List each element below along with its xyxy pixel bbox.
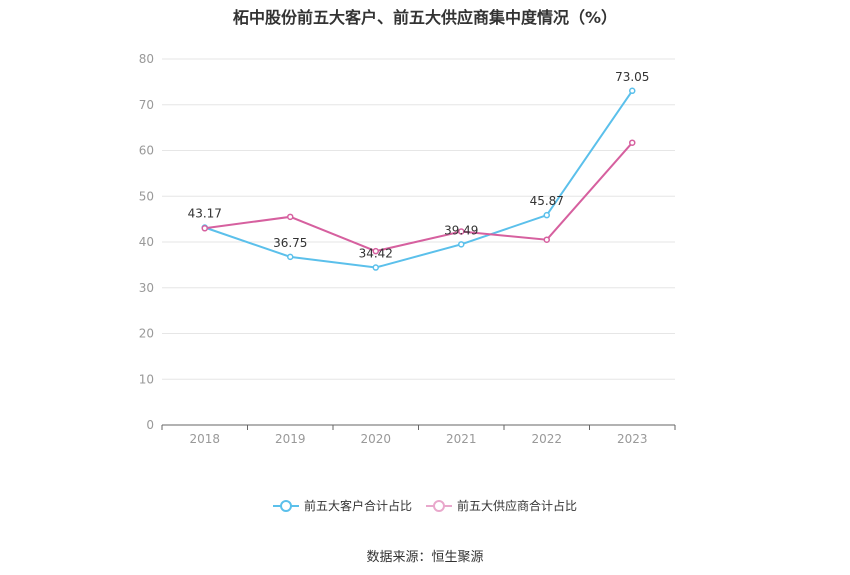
x-tick-label: 2020 [360,432,391,446]
y-tick-label: 40 [139,235,154,249]
series [201,87,636,271]
data-label: 45.87 [530,194,564,208]
data-label: 39.49 [444,223,478,237]
data-point-customer[interactable] [629,87,636,95]
y-tick-label: 20 [139,327,154,341]
x-tick-label: 2022 [531,432,562,446]
y-tick-label: 80 [139,52,154,66]
source-note: 数据来源：恒生聚源 [366,550,484,565]
legend-marker-supplier [426,499,452,512]
data-point-supplier[interactable] [458,228,465,235]
data-point-customer[interactable] [287,253,294,261]
chart-title: 柘中股份前五大客户、前五大供应商集中度情况（%） [232,8,618,27]
data-point-supplier[interactable] [629,139,636,146]
data-label: 34.42 [359,247,393,261]
legend-marker-customer [272,499,299,512]
data-point-supplier[interactable] [543,236,550,243]
y-tick-label: 70 [139,98,154,112]
data-point-customer[interactable] [543,211,550,219]
y-tick-label: 10 [139,372,154,386]
x-tick-label: 2023 [617,432,648,446]
grid-lines [162,58,675,380]
data-labels: 43.17 36.75 34.42 39.49 45.87 73.05 [188,70,650,261]
series-line-supplier [204,142,634,253]
data-point-supplier[interactable] [287,213,294,221]
x-tick-label: 2019 [275,432,306,446]
y-tick-label: 30 [139,281,154,295]
x-tick-label: 2021 [446,432,477,446]
y-tick-label: 50 [139,189,154,203]
axes: 0 10 20 30 40 50 60 70 80 2018 2019 2020 2021 2022 202… [139,52,676,446]
data-label: 73.05 [615,70,649,84]
data-point-customer[interactable] [372,264,379,271]
series-line-customer [204,90,634,269]
y-tick-label: 60 [139,144,154,158]
x-tick-label: 2018 [189,432,220,446]
legend-label-supplier: 前五大供应商合计占比 [457,499,578,513]
data-point-supplier[interactable] [372,247,379,255]
data-label: 36.75 [273,236,307,250]
data-point-supplier[interactable] [201,225,208,232]
legend: 前五大客户合计占比 前五大供应商合计占比 [0,497,850,514]
data-label: 43.17 [188,206,222,220]
legend-label-customer: 前五大客户合计占比 [303,499,412,513]
legend-item-customer[interactable]: 前五大客户合计占比 [272,497,412,514]
data-point-customer[interactable] [458,241,465,248]
legend-item-supplier[interactable]: 前五大供应商合计占比 [426,497,577,514]
y-tick-label: 0 [146,418,154,432]
